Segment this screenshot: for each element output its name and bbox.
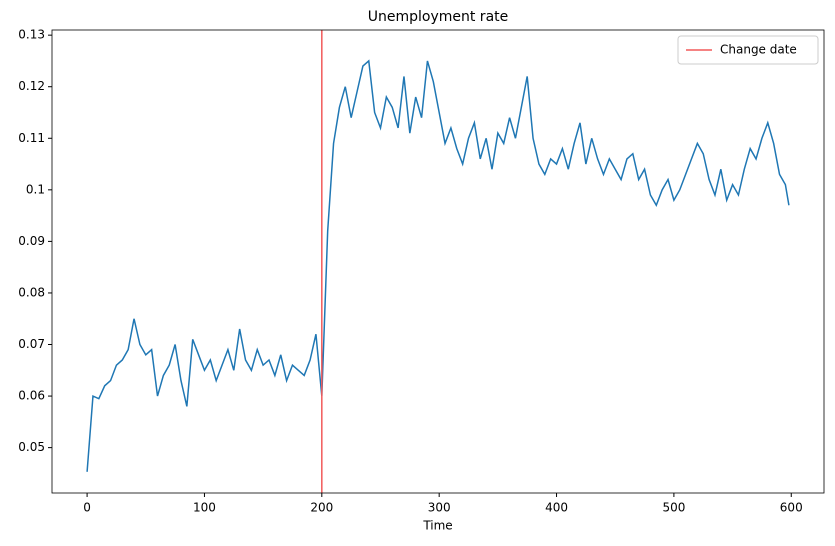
axes-frame xyxy=(51,29,825,494)
x-axis-label: Time xyxy=(422,519,452,533)
line xyxy=(86,59,790,472)
y-tick-label: 0.12 xyxy=(18,79,45,93)
legend-box xyxy=(677,35,819,65)
y-tick-label: 0.08 xyxy=(18,285,45,299)
x-tick-label: 600 xyxy=(780,501,803,515)
x-tick-label: 300 xyxy=(428,501,451,515)
x-tick-label: 500 xyxy=(662,501,685,515)
y-tick-label: 0.1 xyxy=(26,182,45,196)
x-tick-label: 200 xyxy=(310,501,333,515)
legend-label: Change date xyxy=(720,43,797,57)
y-tick-label: 0.13 xyxy=(18,28,45,42)
y-tick-label: 0.07 xyxy=(18,337,45,351)
x-tick-label: 0 xyxy=(83,501,91,515)
x-tick-label: 100 xyxy=(193,501,216,515)
chart-title: Unemployment rate xyxy=(368,9,509,25)
y-tick-label: 0.06 xyxy=(18,389,45,403)
y-tick-label: 0.09 xyxy=(18,234,45,248)
y-tick-label: 0.05 xyxy=(18,440,45,454)
x-tick-label: 400 xyxy=(545,501,568,515)
y-tick-label: 0.11 xyxy=(18,131,45,145)
